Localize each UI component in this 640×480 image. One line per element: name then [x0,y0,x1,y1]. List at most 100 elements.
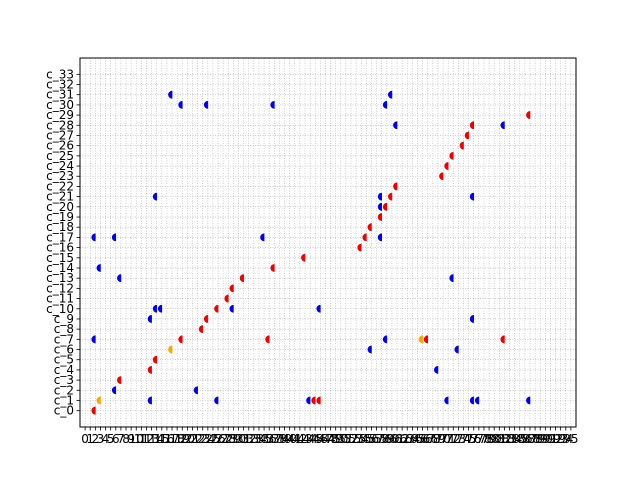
data-point-blue [147,315,152,323]
data-point-blue [377,202,382,211]
y-tick-label: c_24 [46,159,74,173]
y-tick-label: c_19 [46,210,74,224]
data-point-red [265,335,270,344]
data-point-blue [152,304,158,313]
x-tick-label: 23 [195,432,210,446]
x-tick-label: 13 [144,432,159,446]
data-point-red [117,376,122,385]
x-tick-label: 36 [262,432,277,446]
data-point-blue [382,335,388,344]
x-tick-label: 5 [107,432,115,446]
data-point-red [388,192,393,201]
y-tick-label: c_18 [46,220,74,234]
x-tick-label: 78 [476,432,491,446]
x-tick-label: 30 [231,432,246,446]
y-tick-label: c_8 [54,322,74,336]
x-tick-label: 41 [287,432,302,446]
x-tick-label: 87 [522,432,537,446]
x-tick-label: 4 [102,432,110,446]
y-tick-label: c_16 [46,241,74,255]
x-tick-label: 42 [292,432,307,446]
x-tick-label: 44 [302,432,317,446]
x-tick-label: 24 [200,432,215,446]
x-tick-label: 19 [175,432,190,446]
x-tick-label: 51 [338,432,353,446]
y-tick-label: c_23 [46,169,74,183]
data-point-red [362,233,367,242]
x-tick-label: 92 [548,432,563,446]
y-tick-label: c_2 [54,383,74,397]
x-tick-label: 39 [277,432,292,446]
y-tick-label: c_1 [54,393,74,407]
x-tick-label: 10 [129,432,144,446]
data-point-red [214,304,219,313]
plot-frame [79,57,577,428]
data-point-blue [193,386,198,395]
data-points [91,90,531,415]
x-tick-label: 27 [216,432,231,446]
x-tick-label: 94 [558,432,573,446]
x-tick-label: 58 [374,432,389,446]
data-point-red [198,325,204,334]
y-tick-label: c_11 [46,292,74,306]
x-tick-label: 9 [127,432,135,446]
x-tick-label: 46 [313,432,328,446]
x-tick-label: 84 [507,432,522,446]
x-tick-label: 8 [122,432,130,446]
x-tick-label: 80 [487,432,502,446]
data-point-blue [469,315,475,323]
data-point-blue [367,345,372,354]
x-tick-label: 20 [180,432,195,446]
x-tick-label: 15 [154,432,169,446]
data-point-red [301,253,306,262]
y-tick-label: c_31 [46,88,74,102]
x-tick-label: 16 [159,432,174,446]
y-tick-label: c_3 [54,373,74,387]
y-tick-label: c_5 [54,353,74,367]
x-tick-label: 69 [430,432,445,446]
x-tick-label: 31 [236,432,251,446]
data-point-red [367,223,372,232]
x-tick-label: 37 [267,432,282,446]
x-tick-label: 64 [405,432,420,446]
data-point-red [270,264,275,272]
data-point-red [377,213,382,221]
data-point-red [239,274,244,283]
y-tick-label: c_29 [46,108,74,122]
data-point-blue [214,396,219,405]
data-point-blue [270,100,275,109]
y-tick-label: c_0 [54,404,74,418]
data-point-red [382,202,388,211]
data-point-blue [316,304,321,313]
data-point-red [464,131,469,140]
data-point-blue [147,396,152,405]
x-tick-label: 52 [343,432,358,446]
y-tick-label: c_13 [46,271,74,285]
data-point-blue [203,100,209,109]
data-point-blue [444,396,449,405]
x-tick-label: 56 [364,432,379,446]
y-tick-label: c_33 [46,67,74,81]
data-point-blue [111,386,117,395]
y-tick-label: c_14 [46,261,74,275]
x-tick-label: 77 [471,432,486,446]
x-tick-label: 26 [210,432,225,446]
data-point-blue [388,90,393,99]
x-tick-label: 82 [497,432,512,446]
y-tick-label: c_15 [46,251,74,265]
data-point-blue [152,192,158,201]
data-point-blue [393,121,398,130]
data-point-red [459,141,464,150]
x-tick-label: 12 [139,432,154,446]
x-tick-label: 85 [512,432,527,446]
x-tick-label: 93 [553,432,568,446]
x-tick-label: 48 [323,432,338,446]
data-point-blue [168,90,173,99]
y-tick-label: c_6 [54,343,74,357]
x-tick-label: 25 [205,432,220,446]
x-tick-label: 63 [400,432,415,446]
data-point-red [316,396,321,405]
x-tick-label: 67 [420,432,435,446]
data-point-blue [157,304,163,313]
